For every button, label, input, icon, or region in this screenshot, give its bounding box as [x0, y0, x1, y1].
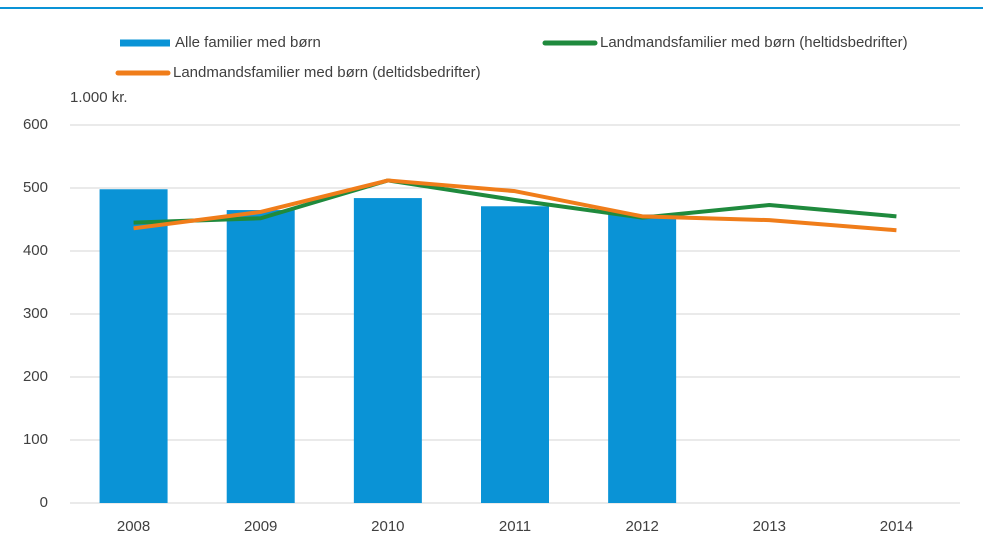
x-tick-label: 2009	[244, 518, 277, 535]
y-tick-label: 600	[23, 116, 48, 133]
legend-label: Landmandsfamilier med børn (deltidsbedri…	[173, 64, 481, 81]
y-tick-label: 500	[23, 179, 48, 196]
x-tick-label: 2014	[880, 518, 913, 535]
x-tick-label: 2011	[499, 518, 531, 535]
x-tick-label: 2008	[117, 518, 150, 535]
y-tick-label: 400	[23, 242, 48, 259]
bar	[481, 206, 549, 503]
y-tick-label: 300	[23, 305, 48, 322]
y-tick-label: 100	[23, 431, 48, 448]
legend-label: Alle familier med børn	[175, 34, 321, 51]
legend-label: Landmandsfamilier med børn (heltidsbedri…	[600, 34, 908, 51]
y-tick-label: 0	[40, 494, 48, 511]
y-axis-label: 1.000 kr.	[70, 89, 128, 106]
x-tick-label: 2010	[371, 518, 404, 535]
x-tick-label: 2012	[625, 518, 658, 535]
line	[133, 178, 897, 233]
bar	[99, 189, 168, 503]
line	[133, 178, 897, 225]
x-tick-label: 2013	[753, 518, 786, 535]
y-tick-label: 200	[23, 368, 48, 385]
bar	[226, 210, 295, 504]
bar	[608, 214, 677, 503]
bar	[353, 198, 422, 503]
